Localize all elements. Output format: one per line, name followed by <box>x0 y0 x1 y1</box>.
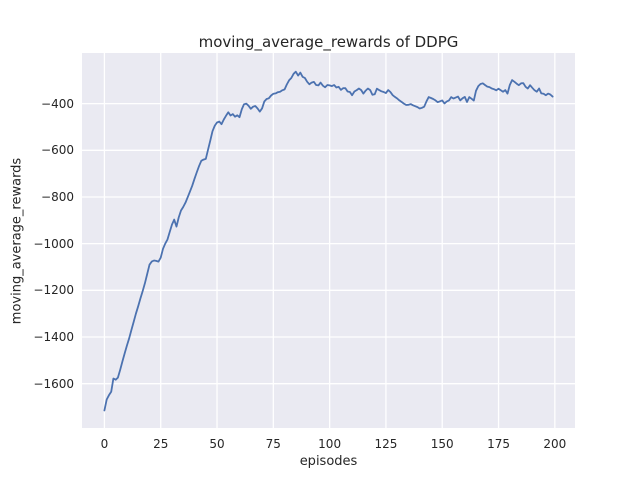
data-line <box>103 70 554 412</box>
y-tick-label: −1200 <box>33 283 74 298</box>
x-tick-label: 50 <box>209 437 225 451</box>
x-tick-label: 0 <box>100 437 109 451</box>
x-tick-label: 150 <box>430 437 454 451</box>
x-tick-label: 75 <box>265 437 281 451</box>
x-tick-label: 125 <box>374 437 398 451</box>
x-axis-label: episodes <box>299 454 358 469</box>
x-tick-label: 25 <box>153 437 169 451</box>
y-tick-label: −1600 <box>33 376 74 391</box>
y-tick-label: −800 <box>41 189 74 204</box>
chart-title: moving_average_rewards of DDPG <box>198 33 459 51</box>
y-tick-label: −1400 <box>33 329 74 344</box>
x-tick-label: 200 <box>543 437 567 451</box>
x-tick-label: 175 <box>487 437 510 451</box>
x-tick-label: 100 <box>318 437 342 451</box>
y-tick-label: −600 <box>41 143 74 158</box>
plot-area <box>82 53 575 428</box>
y-tick-label: −400 <box>41 96 74 111</box>
y-tick-label: −1000 <box>33 236 74 251</box>
plot-svg <box>82 53 575 428</box>
